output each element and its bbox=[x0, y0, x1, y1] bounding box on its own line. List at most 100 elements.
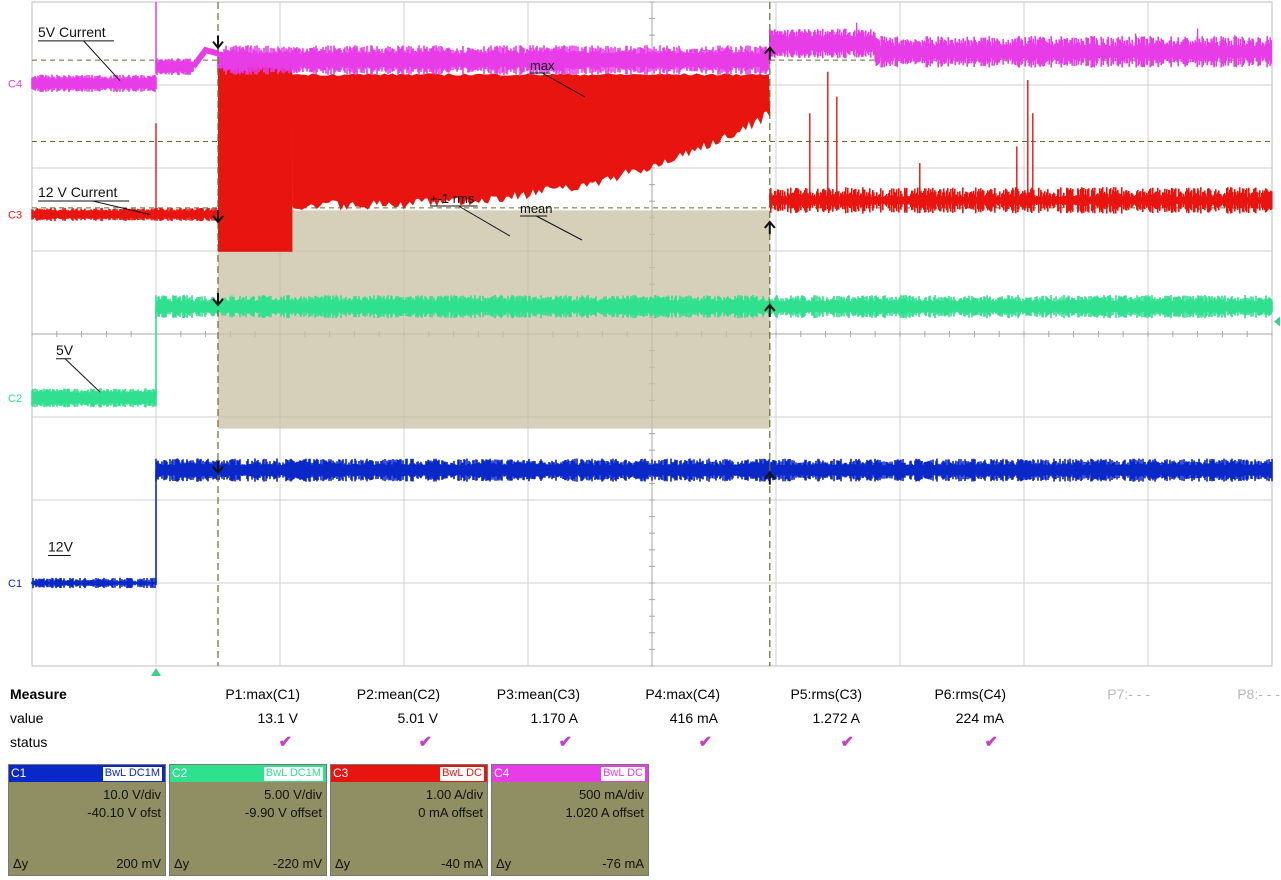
channel-box-c1[interactable]: C1 BwL DC1M 10.0 V/div -40.10 V ofst Δy 200 m… bbox=[8, 764, 166, 876]
param-name: P4:max(C4) bbox=[645, 686, 720, 702]
trace-label-leader bbox=[64, 358, 101, 393]
cursor-2-arrow bbox=[764, 471, 776, 485]
trace-c4-after1 bbox=[769, 28, 876, 59]
param-name: P8:- - - bbox=[1237, 686, 1280, 702]
measure-panel: Measure value status P1:max(C1) 13.1 V ✔ P2… bbox=[0, 682, 1281, 762]
trace-label-leader bbox=[83, 40, 121, 82]
delta-y-value: 200 mV bbox=[116, 856, 161, 871]
cursor-1-arrow bbox=[212, 209, 224, 224]
trace-label-leader bbox=[92, 200, 151, 215]
channel-marker-c2: C2 bbox=[8, 393, 22, 405]
channel-box-header: C3 BwL DC bbox=[331, 765, 487, 782]
annotation-leader bbox=[536, 215, 583, 241]
trace-c1-before bbox=[31, 577, 157, 589]
cursor-1-arrow bbox=[212, 292, 224, 307]
trace-c2-before bbox=[31, 388, 157, 408]
trace-labels: C4 C3 C2 C1 5V Current 12 V Current 5V 12V max +-… bbox=[8, 24, 586, 590]
cursor-2-arrow bbox=[764, 46, 776, 60]
trace-label: 5V bbox=[56, 342, 74, 358]
channel-boxes: C1 BwL DC1M 10.0 V/div -40.10 V ofst Δy 200 m… bbox=[8, 764, 649, 880]
rms-zone bbox=[218, 210, 770, 429]
annotation-label: +-1 rms bbox=[430, 191, 475, 206]
cursor-2-arrow bbox=[764, 220, 776, 234]
trace-c4-before bbox=[31, 74, 157, 92]
trace-c2-after bbox=[155, 295, 1273, 319]
trace-c4-after2 bbox=[874, 36, 1272, 68]
param-name: P6:rms(C4) bbox=[934, 686, 1006, 702]
delta-y-label: Δy bbox=[496, 856, 512, 871]
channel-box-c3[interactable]: C3 BwL DC 1.00 A/div 0 mA offset Δy -40 mA bbox=[330, 764, 488, 876]
param-status-check: ✔ bbox=[840, 734, 854, 751]
channel-box-c2[interactable]: C2 BwL DC1M 5.00 V/div -9.90 V offset Δy -220… bbox=[169, 764, 327, 876]
cursor-1-arrow bbox=[212, 460, 224, 475]
param-value: 224 mA bbox=[955, 710, 1004, 726]
param-status-check: ✔ bbox=[278, 734, 292, 751]
cursors bbox=[151, 2, 1280, 676]
param-name: P2:mean(C2) bbox=[356, 686, 440, 702]
trace-c1-after bbox=[155, 458, 1273, 482]
measure-title: Measure bbox=[10, 686, 67, 702]
channel-box-c4[interactable]: C4 BwL DC 500 mA/div 1.020 A offset Δy -76 mA bbox=[491, 764, 649, 876]
offset: -40.10 V ofst bbox=[87, 805, 161, 820]
delta-y-value: -76 mA bbox=[602, 856, 644, 871]
coupling-tag: BwL DC bbox=[600, 766, 646, 782]
param-value: 416 mA bbox=[669, 710, 718, 726]
param-value: 13.1 V bbox=[257, 710, 298, 726]
traces bbox=[31, 22, 1273, 589]
channel-marker-c1: C1 bbox=[8, 578, 22, 590]
trace-c4-rise bbox=[190, 46, 219, 69]
delta-y-value: -220 mV bbox=[272, 856, 322, 871]
trace-label: 5V Current bbox=[38, 24, 106, 40]
param-status-check: ✔ bbox=[984, 734, 998, 751]
shaded-zone bbox=[32, 59, 1272, 429]
channel-name: C1 bbox=[11, 766, 27, 780]
trace-c3-burst bbox=[218, 55, 293, 252]
volts-per-div: 5.00 V/div bbox=[264, 787, 322, 802]
coupling-tag: BwL DC1M bbox=[101, 766, 163, 782]
channel-box-header: C1 BwL DC1M bbox=[9, 765, 165, 782]
channel-name: C2 bbox=[172, 766, 188, 780]
channel-box-header: C2 BwL DC1M bbox=[170, 765, 326, 782]
trace-label: 12 V Current bbox=[38, 184, 117, 200]
delta-y-label: Δy bbox=[335, 856, 351, 871]
volts-per-div: 1.00 A/div bbox=[425, 787, 483, 802]
param-value: 1.170 A bbox=[530, 710, 579, 726]
trace-c3-inrush bbox=[291, 73, 771, 211]
delta-y-label: Δy bbox=[13, 856, 29, 871]
annotation-leader bbox=[458, 205, 511, 237]
channel-box-header: C4 BwL DC bbox=[492, 765, 648, 782]
channel-marker-c4: C4 bbox=[8, 78, 22, 90]
param-name: P3:mean(C3) bbox=[496, 686, 580, 702]
oscilloscope-screen: C4 C3 C2 C1 5V Current 12 V Current 5V 12V max +-… bbox=[8, 1, 1280, 676]
volts-per-div: 500 mA/div bbox=[578, 787, 644, 802]
value-row-label: value bbox=[10, 710, 44, 726]
trace-c4-step bbox=[155, 58, 194, 76]
offset: 0 mA offset bbox=[418, 805, 483, 820]
param-status-check: ✔ bbox=[418, 734, 432, 751]
coupling-tag: BwL DC1M bbox=[262, 766, 324, 782]
param-name: P5:rms(C3) bbox=[790, 686, 862, 702]
status-row-label: status bbox=[10, 734, 48, 750]
channel-name: C3 bbox=[333, 766, 349, 780]
trigger-marker bbox=[151, 668, 161, 676]
offset: 1.020 A offset bbox=[565, 805, 644, 820]
channel-name: C4 bbox=[494, 766, 510, 780]
param-status-check: ✔ bbox=[698, 734, 712, 751]
param-value: 5.01 V bbox=[397, 710, 438, 726]
channel-marker-c3: C3 bbox=[8, 209, 22, 221]
coupling-tag: BwL DC bbox=[439, 766, 485, 782]
param-name: P1:max(C1) bbox=[225, 686, 300, 702]
annotation-leader bbox=[541, 72, 586, 98]
delta-y-value: -40 mA bbox=[441, 856, 483, 871]
cursor-2-arrow bbox=[764, 303, 776, 317]
delta-y-label: Δy bbox=[174, 856, 190, 871]
trace-c3-before bbox=[31, 207, 219, 222]
annotation-label: mean bbox=[520, 201, 553, 216]
annotation-label: max bbox=[530, 58, 555, 73]
level-marker bbox=[1274, 316, 1280, 327]
volts-per-div: 10.0 V/div bbox=[103, 787, 161, 802]
param-name: P7:- - - bbox=[1107, 686, 1150, 702]
param-value: 1.272 A bbox=[812, 710, 861, 726]
offset: -9.90 V offset bbox=[244, 805, 322, 820]
trace-label: 12V bbox=[48, 538, 74, 554]
